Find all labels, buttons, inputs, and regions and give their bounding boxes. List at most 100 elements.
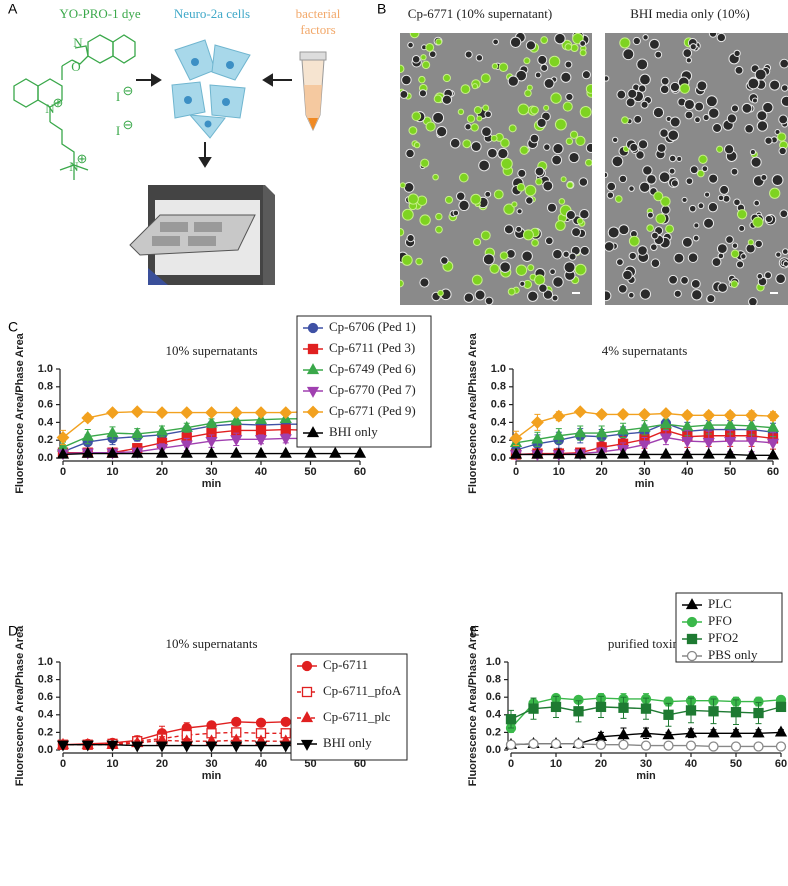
cell (716, 33, 726, 43)
cell (654, 50, 663, 59)
cell (435, 225, 443, 234)
cell (565, 137, 574, 146)
cell (437, 289, 444, 297)
cell (575, 135, 586, 147)
cell (696, 80, 708, 92)
cell (764, 271, 773, 280)
legend-label: Cp-6711_pfoA (323, 683, 402, 698)
marker (155, 446, 169, 458)
marker (702, 437, 715, 449)
cell (498, 62, 509, 73)
legend-label: PFO2 (708, 630, 738, 645)
chart: 10% supernatants Fluorescence Area/Phase … (14, 315, 432, 494)
cell (733, 198, 741, 207)
cell (781, 248, 788, 255)
legend-label: Cp-6706 (Ped 1) (329, 319, 416, 334)
marker (106, 406, 119, 420)
legend-label: PBS only (708, 647, 758, 662)
cell (482, 253, 495, 266)
cell (619, 37, 631, 49)
marker (279, 446, 292, 458)
marker (595, 407, 609, 421)
marker (230, 413, 243, 425)
marker (702, 408, 716, 422)
chem-label: N (69, 159, 79, 174)
cell (540, 36, 549, 44)
cell (462, 139, 472, 149)
cell (534, 166, 545, 177)
cell (696, 169, 705, 178)
marker (300, 739, 314, 751)
cell (731, 242, 739, 249)
cell (733, 49, 741, 57)
cell (685, 57, 692, 64)
marker (638, 447, 651, 459)
cell (622, 48, 635, 61)
marker (753, 741, 764, 752)
cell (652, 106, 665, 119)
marker (530, 415, 544, 429)
cell (579, 40, 587, 47)
marker (685, 598, 699, 610)
cell (471, 274, 483, 286)
marker (306, 405, 320, 419)
chart-title: 10% supernatants (165, 636, 257, 651)
x-tick-label: 20 (595, 758, 607, 770)
cell (646, 174, 657, 185)
x-tick-label: 30 (638, 466, 650, 478)
cell (726, 113, 737, 124)
marker (81, 740, 94, 752)
cell (685, 177, 694, 186)
cell (515, 225, 523, 233)
cell (555, 220, 566, 231)
marker (730, 707, 742, 718)
marker (681, 436, 694, 448)
cell (435, 38, 443, 46)
cell (516, 208, 523, 215)
panel-label: A (8, 1, 18, 17)
marker (618, 702, 629, 713)
cell (650, 243, 658, 251)
cell (668, 167, 676, 175)
cell (548, 55, 561, 68)
y-tick-label: 0.0 (38, 452, 53, 464)
cell (525, 40, 537, 51)
cell (628, 185, 635, 192)
x-tick-label: 40 (685, 758, 697, 770)
cell (669, 116, 681, 128)
y-tick-label: 0.2 (38, 434, 53, 446)
cell (740, 253, 747, 260)
cell (717, 194, 725, 202)
cell (452, 209, 460, 217)
x-tick-label: 30 (205, 466, 217, 478)
x-tick-label: 10 (106, 466, 118, 478)
marker (231, 716, 242, 727)
cell (503, 203, 515, 215)
cell (478, 159, 490, 172)
cell (543, 78, 555, 89)
cell (564, 60, 573, 69)
image-title: Cp-6771 (10% supernatant) (408, 6, 552, 21)
cell (693, 222, 700, 229)
marker (639, 726, 653, 738)
marker (745, 448, 758, 460)
y-tick-label: 0.4 (486, 709, 502, 721)
cell (682, 48, 693, 58)
cell (411, 111, 422, 122)
cell (692, 234, 700, 242)
marker (528, 738, 539, 749)
x-tick-label: 60 (354, 466, 366, 478)
cell (413, 141, 421, 149)
marker (659, 433, 673, 445)
cell (552, 142, 564, 155)
cell (756, 120, 769, 132)
cell (433, 94, 443, 104)
cell (622, 269, 633, 281)
cell (653, 191, 664, 202)
cell (605, 171, 609, 179)
cell (400, 64, 405, 74)
cell (552, 248, 563, 260)
cell (667, 129, 680, 142)
cell (754, 239, 763, 249)
